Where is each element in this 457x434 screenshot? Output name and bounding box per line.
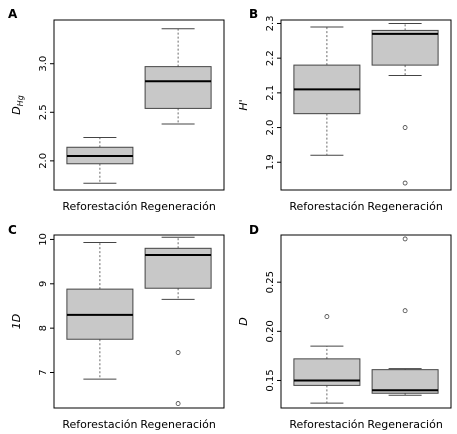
outlier-point (402, 308, 408, 314)
y-tick-label: 2.0 (265, 120, 276, 136)
x-category-label: Regeneración (367, 418, 443, 431)
x-category-label: Regeneración (140, 200, 216, 213)
panel-d: D 0.15 0.20 0.25 D Reforestación Regeneración (237, 223, 452, 431)
y-tick-label: 0.15 (265, 369, 276, 391)
panel-label: B (249, 7, 258, 21)
outlier-point (402, 180, 408, 186)
box-2 (371, 236, 439, 396)
plot-frame (280, 19, 452, 191)
x-category-label: Regeneración (367, 200, 443, 213)
panel-label: A (8, 7, 18, 21)
box-1 (66, 242, 134, 380)
panel-label: C (8, 223, 17, 237)
x-category-label: Regeneración (140, 418, 216, 431)
panel-label: D (249, 223, 259, 237)
box-2 (144, 236, 212, 406)
y-tick-label: 7 (38, 369, 49, 375)
outlier-point (402, 125, 408, 130)
outlier-point (175, 401, 181, 406)
y-axis-label: 1D (10, 314, 23, 329)
y-tick-label: 1.9 (265, 154, 276, 170)
x-category-label: Reforestación (62, 200, 137, 213)
y-tick-label: 9 (38, 281, 49, 287)
y-tick-label: 0.20 (265, 320, 276, 342)
plot-frame (53, 234, 225, 409)
panel-b: B 1.9 2.0 2.1 2.2 2.3 H' Reforestación Regenerac… (237, 7, 452, 213)
outlier-point (324, 314, 330, 319)
y-axis-label: D (237, 317, 250, 325)
y-tick-label: 2.5 (38, 104, 49, 120)
x-category-label: Reforestación (289, 418, 364, 431)
plot-frame (280, 234, 452, 409)
box-2 (371, 22, 439, 186)
y-tick-label: 0.25 (265, 271, 276, 293)
x-category-label: Reforestación (289, 200, 364, 213)
y-axis-label: H' (237, 99, 250, 110)
outlier-point (402, 236, 408, 242)
y-tick-label: 10 (38, 233, 49, 246)
x-category-label: Reforestación (62, 418, 137, 431)
panel-c: C 7 8 9 10 1D Reforestación Regeneración (8, 223, 225, 431)
y-tick-label: 2.3 (265, 16, 276, 32)
y-tick-label: 8 (38, 325, 49, 331)
outlier-point (175, 350, 181, 355)
y-tick-label: 3.0 (38, 56, 49, 72)
y-tick-label: 2.2 (265, 50, 276, 66)
box-body (371, 369, 439, 394)
y-axis-label-subscript: Hg (16, 95, 25, 106)
box-1 (293, 26, 361, 156)
box-body (371, 29, 439, 66)
y-tick-label: 2.1 (265, 85, 276, 101)
y-axis-label: DHg (10, 95, 25, 115)
box-body (144, 66, 212, 109)
box-1 (293, 314, 361, 404)
box-2 (144, 28, 212, 125)
box-1 (66, 137, 134, 184)
panel-a: A 2.0 2.5 3.0 DHg Reforestación Regeneración (8, 7, 225, 213)
plot-frame (53, 19, 225, 191)
y-tick-label: 2.0 (38, 153, 49, 169)
